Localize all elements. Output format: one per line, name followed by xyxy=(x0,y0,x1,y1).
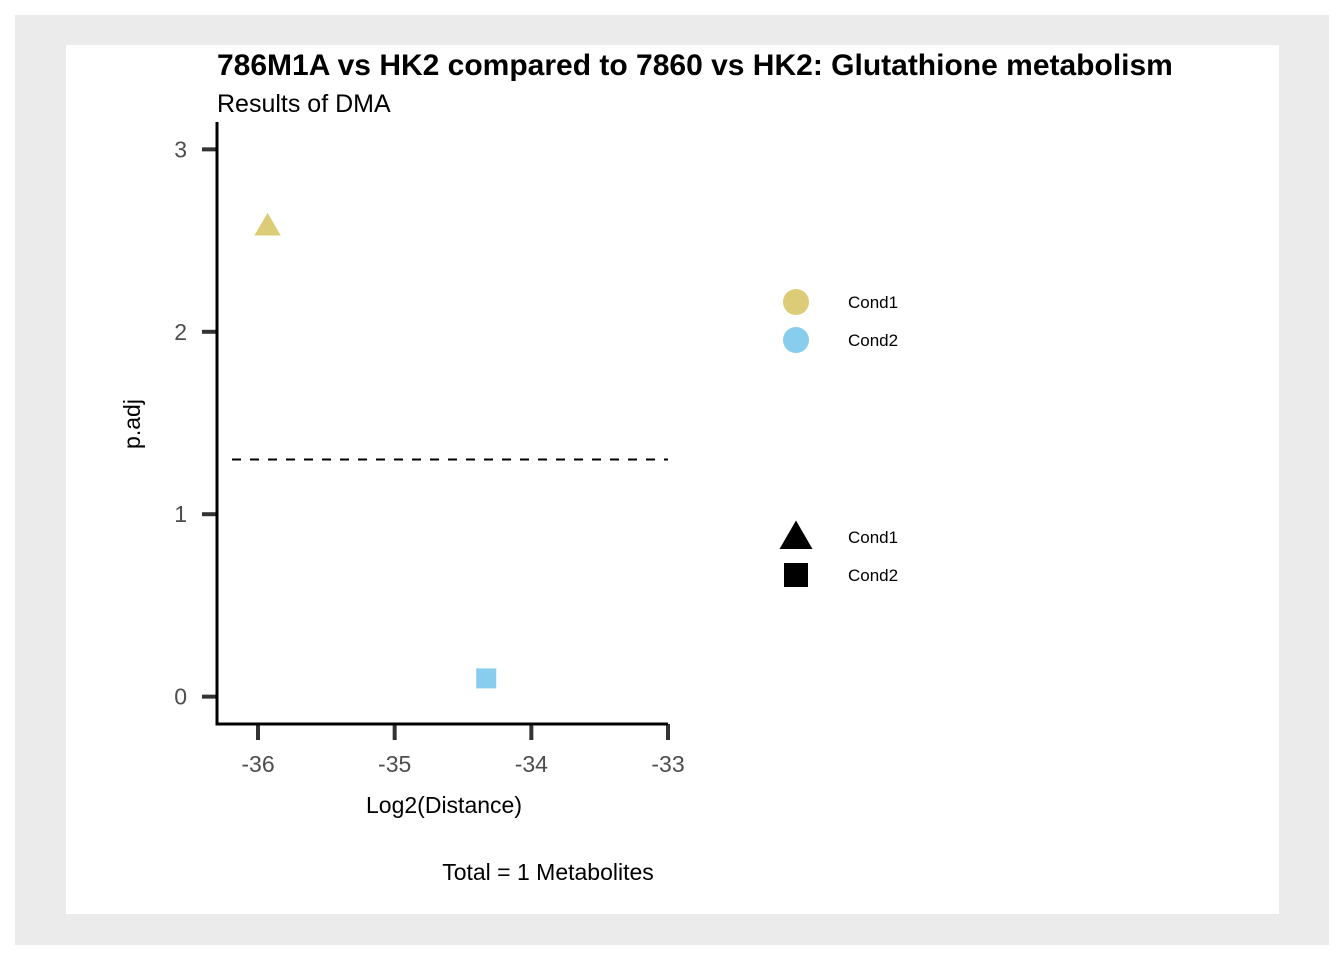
legend-color-key xyxy=(783,289,809,315)
x-tick-label: -34 xyxy=(515,751,548,777)
y-tick-label: 2 xyxy=(174,319,187,345)
plot-panel xyxy=(66,45,1279,914)
chart-subtitle: Results of DMA xyxy=(217,90,391,118)
data-points xyxy=(254,212,497,689)
y-tick-label: 1 xyxy=(174,501,187,527)
x-tick-label: -36 xyxy=(241,751,274,777)
legend-color-label: Cond1 xyxy=(848,293,898,312)
data-point-cond2 xyxy=(476,668,497,689)
legend-color-key xyxy=(783,327,809,353)
legend-color-label: Cond2 xyxy=(848,331,898,350)
legend-shape-label: Cond1 xyxy=(848,528,898,547)
color-legend: Cond1 Cond2 xyxy=(783,289,898,353)
chart-title: 786M1A vs HK2 compared to 7860 vs HK2: G… xyxy=(217,49,1173,82)
x-tick-label: -33 xyxy=(651,751,684,777)
y-axis-ticks: 0 1 2 3 xyxy=(174,136,217,710)
y-tick-label: 3 xyxy=(174,136,187,162)
chart-caption: Total = 1 Metabolites xyxy=(442,859,654,885)
shape-legend: Cond1 Cond2 xyxy=(779,520,898,587)
data-point-cond1 xyxy=(254,212,281,236)
x-axis-title: Log2(Distance) xyxy=(366,792,522,818)
y-tick-label: 0 xyxy=(174,684,187,710)
x-tick-label: -35 xyxy=(378,751,411,777)
x-axis-ticks: -36 -35 -34 -33 xyxy=(241,724,685,777)
y-axis-title: p.adj xyxy=(119,399,145,449)
legend-shape-key xyxy=(784,563,808,587)
legend-shape-label: Cond2 xyxy=(848,566,898,585)
legend-shape-key xyxy=(779,520,813,549)
